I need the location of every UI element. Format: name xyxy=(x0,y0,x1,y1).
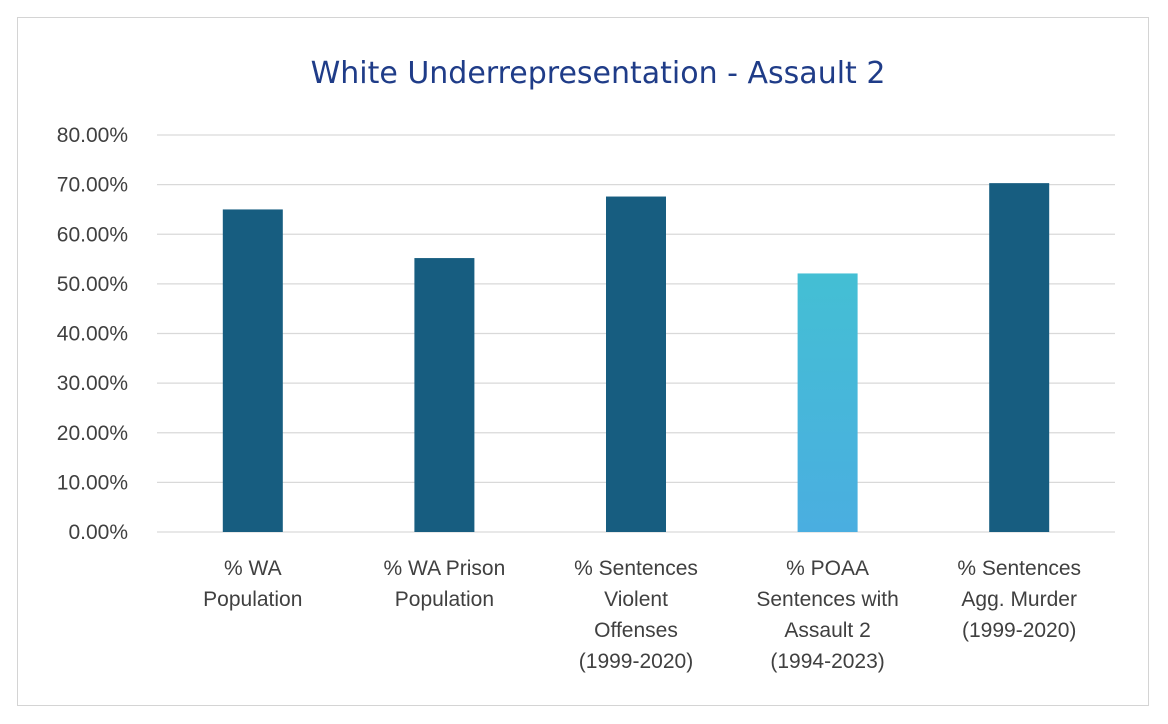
x-category-label-line: % WA xyxy=(224,557,282,580)
y-tick-label: 40.00% xyxy=(57,323,128,346)
x-category-label: % Sentences Violent Offenses (1999-2020) xyxy=(574,557,698,673)
x-category-label-line: Sentences with xyxy=(756,588,898,611)
x-category-label-line: Agg. Murder xyxy=(961,588,1077,611)
x-category-label: % POAA Sentences with Assault 2 (1994-2023) xyxy=(756,557,898,673)
x-category-label: % Sentences Agg. Murder (1999-2020) xyxy=(957,557,1081,642)
x-category-label-line: Population xyxy=(203,588,302,611)
x-category-label-line: Violent xyxy=(604,588,668,611)
y-tick-label: 70.00% xyxy=(57,174,128,197)
y-tick-label: 60.00% xyxy=(57,223,128,246)
bar xyxy=(222,209,283,532)
x-category-label-line: % Sentences xyxy=(957,557,1081,580)
x-category-label: % WA Population xyxy=(203,557,302,611)
y-tick-label: 0.00% xyxy=(68,521,128,544)
x-category-label-line: % POAA xyxy=(786,557,869,580)
bars xyxy=(222,183,1050,533)
x-category-label-line: Population xyxy=(395,588,494,611)
x-category-label-line: % Sentences xyxy=(574,557,698,580)
chart-title: White Underrepresentation - Assault 2 xyxy=(311,56,886,91)
bar xyxy=(414,258,475,532)
y-tick-label: 50.00% xyxy=(57,273,128,296)
x-category-label-line: % WA Prison xyxy=(384,557,506,580)
bar xyxy=(989,183,1050,533)
x-category-label-line: Offenses xyxy=(594,619,678,642)
y-tick-label: 20.00% xyxy=(57,422,128,445)
bar xyxy=(606,196,666,532)
y-tick-label: 10.00% xyxy=(57,471,128,494)
x-category-label-line: Assault 2 xyxy=(784,619,870,642)
x-axis-category-labels: % WA Population % WA Prison Population % Sen… xyxy=(203,557,1081,673)
x-category-label: % WA Prison Population xyxy=(384,557,506,611)
y-axis-tick-labels: 0.00% 10.00% 20.00% 30.00% 40.00% 50.00% 60.00… xyxy=(57,124,128,544)
y-tick-label: 80.00% xyxy=(57,124,128,147)
y-tick-label: 30.00% xyxy=(57,372,128,395)
chart-frame xyxy=(17,17,1149,706)
bar-highlighted xyxy=(797,273,858,532)
x-category-label-line: (1999-2020) xyxy=(579,650,693,673)
x-category-label-line: (1994-2023) xyxy=(770,650,884,673)
x-category-label-line: (1999-2020) xyxy=(962,619,1076,642)
